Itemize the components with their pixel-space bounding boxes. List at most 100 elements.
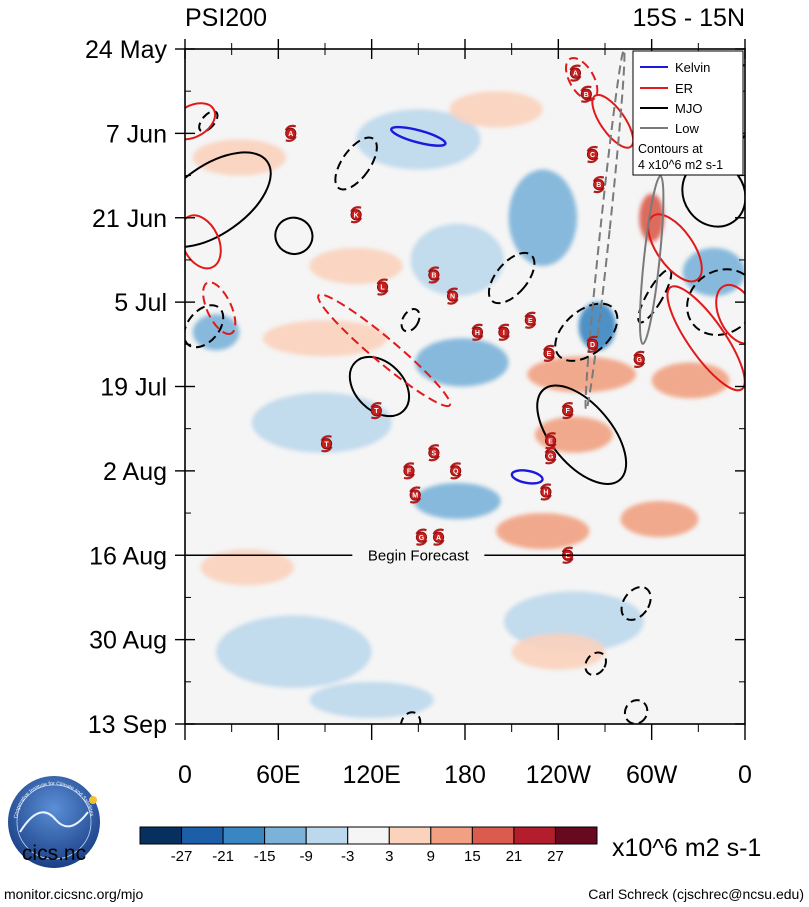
storm-arms: [415, 528, 428, 546]
storm-marker: L: [376, 278, 389, 296]
storm-marker: B: [592, 176, 605, 194]
storm-marker: N: [446, 287, 459, 305]
forecast-label: Begin Forecast: [368, 547, 470, 564]
storm-letter: K: [354, 212, 359, 219]
x-tick-label: 120E: [342, 761, 400, 789]
storm-letter: B: [596, 182, 601, 189]
colorbar-swatch: [554, 826, 598, 845]
storm-marker: K: [350, 206, 363, 224]
storm-arms: [409, 486, 422, 504]
fill-patch: [309, 681, 434, 718]
storm-letter: B: [431, 273, 436, 280]
logo-globe: [8, 776, 100, 868]
logo-swoosh: [19, 811, 89, 833]
storm-marker: I: [497, 323, 510, 341]
logo-satellite-dot: [89, 796, 97, 804]
storm-arms: [284, 124, 297, 142]
contour-mjo: [274, 216, 314, 256]
storm-arms: [320, 435, 333, 453]
colorbar-swatch: [264, 826, 307, 845]
storm-core: [498, 326, 510, 338]
storm-core: [580, 88, 592, 100]
storm-letter: T: [374, 408, 379, 415]
contour-er: [666, 285, 745, 392]
colorbar-level-label: 9: [427, 848, 435, 865]
storm-core: [432, 531, 445, 543]
colorbar-swatch: [181, 826, 224, 845]
storm-arms: [427, 444, 440, 462]
contour-mjo: [536, 384, 628, 485]
fill-patch: [449, 91, 543, 128]
y-tick-label: 30 Aug: [89, 627, 167, 655]
storm-letter: A: [573, 71, 578, 78]
storm-letter: T: [324, 441, 329, 448]
storm-arms: [432, 528, 445, 546]
storm-marker: D: [586, 335, 599, 353]
fill-patch: [527, 356, 637, 393]
storm-core: [544, 450, 557, 462]
storm-letter: G: [548, 453, 554, 460]
storm-core: [320, 438, 333, 450]
y-tick-label: 7 Jun: [106, 120, 167, 148]
storm-arms: [544, 447, 557, 465]
contour-mjo: [487, 251, 536, 305]
storm-core: [428, 269, 440, 281]
logo-text: cics.nc: [22, 842, 86, 865]
legend-kelvin-label: Kelvin: [675, 60, 710, 75]
contour-low: [584, 49, 626, 411]
fill-patch: [410, 223, 504, 297]
contour-mjo: [400, 308, 421, 333]
storm-marker: A: [284, 124, 297, 142]
storm-marker: H: [471, 323, 484, 341]
colorbar-swatch: [305, 826, 349, 845]
storm-core: [544, 435, 557, 447]
contour-er: [185, 102, 217, 141]
storm-marker: E: [544, 432, 557, 450]
storm-letter: E: [528, 318, 533, 325]
storm-marker: A: [569, 64, 582, 82]
logo-inner-ring: [16, 784, 92, 860]
storm-core: [415, 531, 428, 543]
storm-letter: H: [475, 330, 480, 337]
colorbar-swatch: [139, 826, 183, 845]
footer-left[interactable]: monitor.cicsnc.org/mjo: [4, 886, 143, 902]
contour-mjo: [198, 110, 219, 133]
legend: Kelvin ER MJO Low Contours at 4 x10^6 m2…: [632, 50, 744, 176]
storm-marker: C: [586, 145, 599, 164]
x-tick-label: 180: [444, 761, 486, 789]
y-tick-label: 19 Jul: [100, 374, 167, 402]
colorbar-level-label: -3: [341, 848, 354, 865]
legend-note-line1: Contours at: [638, 142, 703, 156]
storm-marker: A: [432, 528, 445, 546]
contour-er: [317, 293, 452, 408]
storm-arms: [592, 176, 605, 194]
colorbar-swatch: [471, 826, 515, 845]
storm-marker: H: [539, 483, 552, 501]
storm-core: [403, 465, 415, 477]
storm-arms: [403, 462, 415, 480]
storm-letter: F: [407, 468, 412, 475]
contour-mjo: [686, 268, 745, 336]
storm-arms: [586, 335, 599, 353]
y-tick-label: 21 Jun: [92, 205, 167, 233]
storm-letter: E: [565, 553, 570, 560]
fill-patch: [496, 513, 590, 550]
storm-core: [586, 148, 599, 161]
psi-fill-layer: [192, 91, 745, 718]
contour-kelvin: [510, 469, 544, 485]
fill-patch: [511, 633, 605, 670]
storm-core: [370, 405, 382, 417]
fill-patch: [216, 615, 372, 688]
storm-core: [376, 281, 389, 293]
storm-letter: F: [566, 408, 571, 415]
colorbar-level-label: -27: [171, 848, 193, 865]
colorbar-swatch: [388, 826, 432, 845]
storm-letter: G: [419, 535, 425, 542]
fill-patch: [192, 314, 240, 351]
fill-patch: [356, 109, 481, 170]
contour-mjo: [623, 699, 649, 724]
fill-patch: [200, 549, 294, 586]
contour-mjo: [584, 651, 607, 676]
storm-marker: G: [544, 447, 557, 465]
